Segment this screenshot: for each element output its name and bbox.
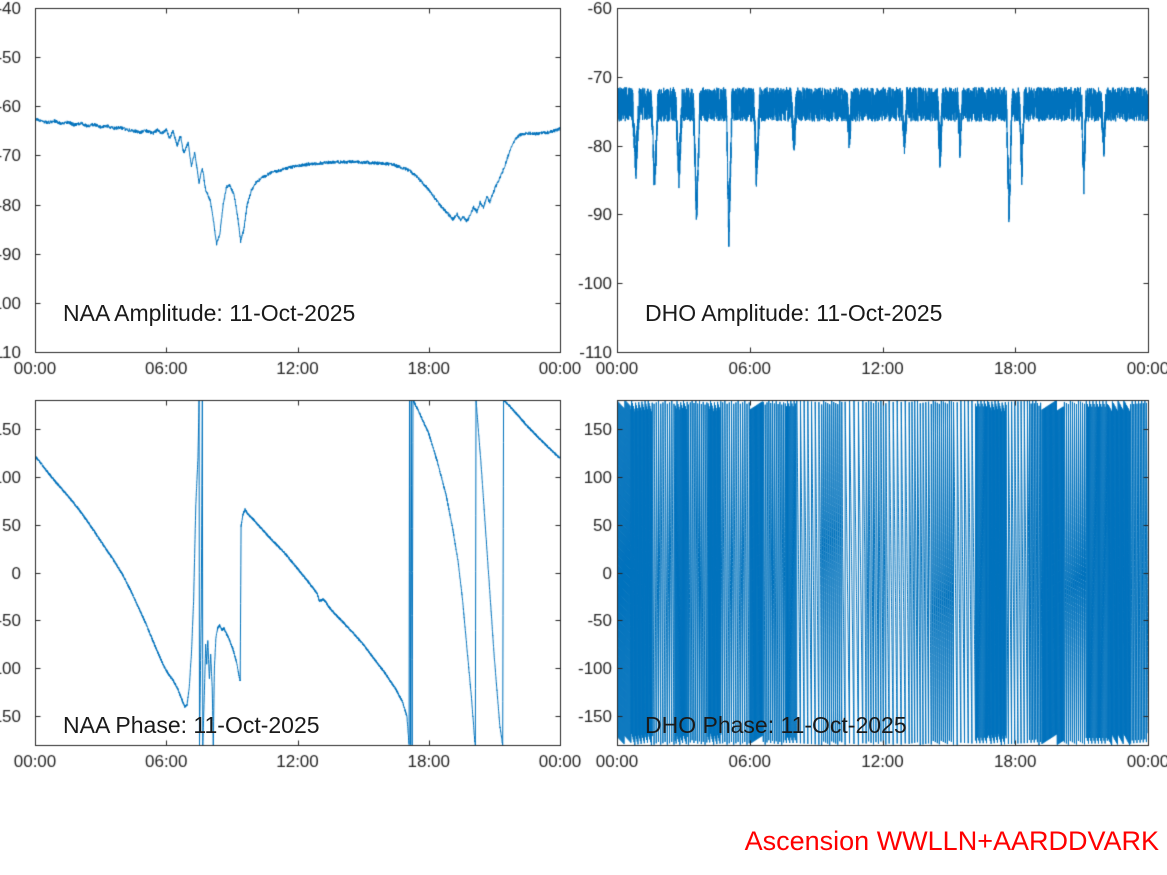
- figure-caption: Ascension WWLLN+AARDDVARK: [744, 826, 1159, 856]
